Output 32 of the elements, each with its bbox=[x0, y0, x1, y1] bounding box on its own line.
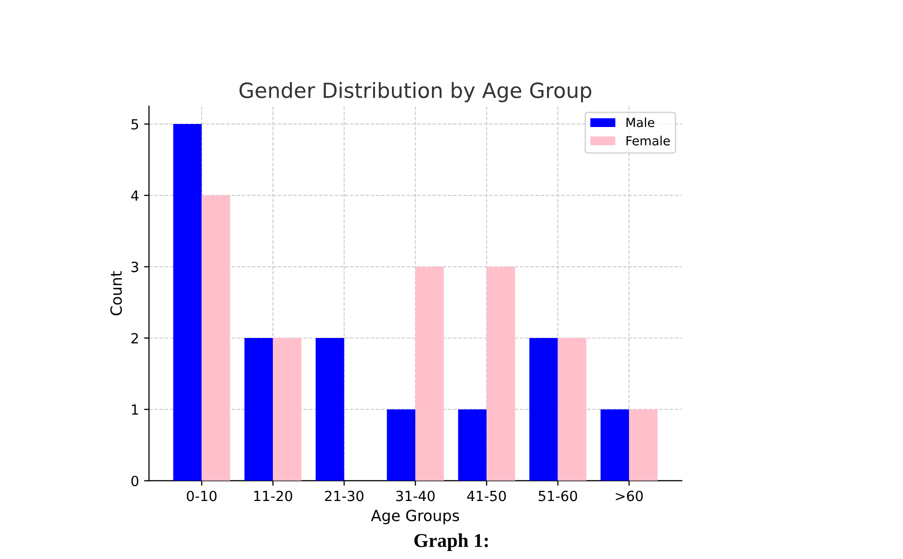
x-axis-title: Age Groups bbox=[371, 510, 460, 524]
bar bbox=[486, 266, 516, 481]
bar bbox=[202, 195, 230, 481]
legend-label: Male bbox=[626, 117, 654, 128]
bar bbox=[173, 124, 202, 481]
x-tick-label: 11-20 bbox=[254, 490, 292, 502]
chart-title: Gender Distribution by Age Group bbox=[240, 82, 592, 102]
bar bbox=[244, 338, 273, 481]
bar bbox=[316, 338, 344, 481]
y-tick-label: 1 bbox=[132, 404, 138, 415]
bar bbox=[529, 338, 558, 481]
caption: Graph 1: bbox=[414, 533, 488, 552]
y-tick-label: 2 bbox=[131, 333, 138, 344]
bar bbox=[558, 338, 586, 481]
x-tick-label: 41-50 bbox=[467, 490, 506, 502]
y-tick-label: 5 bbox=[132, 119, 138, 130]
x-tick-label: >60 bbox=[616, 490, 643, 502]
bar bbox=[458, 409, 487, 481]
y-tick-label: 4 bbox=[131, 190, 138, 201]
x-tick-label: 51-60 bbox=[538, 490, 578, 502]
legend-label: Female bbox=[626, 136, 670, 146]
bar bbox=[415, 266, 444, 481]
x-tick-label: 21-30 bbox=[324, 490, 364, 502]
y-tick-label: 0 bbox=[131, 476, 138, 486]
y-axis-title: Count bbox=[110, 271, 122, 316]
y-tick-label: 3 bbox=[131, 262, 138, 272]
x-tick-label: 0-10 bbox=[186, 490, 217, 502]
bar bbox=[272, 338, 302, 481]
x-tick-label: 31-40 bbox=[396, 490, 435, 502]
bar bbox=[600, 409, 630, 481]
bar bbox=[629, 409, 658, 481]
bar bbox=[386, 409, 416, 481]
